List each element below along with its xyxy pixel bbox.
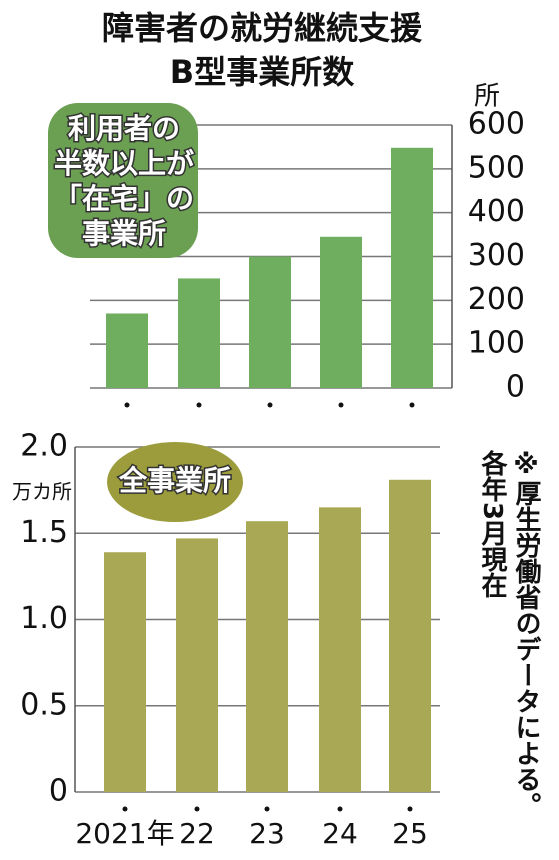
y-tick-label: 1.0 xyxy=(20,601,68,636)
category-dot xyxy=(122,806,128,812)
legend-bubble xyxy=(107,442,243,522)
category-dot xyxy=(264,806,270,812)
x-tick-label: 25 xyxy=(392,817,428,850)
y-tick-label: 300 xyxy=(468,238,525,273)
y-tick-label: 0 xyxy=(49,774,68,809)
bar xyxy=(246,521,288,792)
bar xyxy=(104,552,146,792)
x-tick-label: 22 xyxy=(179,817,215,850)
y-axis-label: 万カ所 xyxy=(12,480,72,504)
bar xyxy=(178,278,220,388)
y-tick-label: 600 xyxy=(468,107,525,142)
bar xyxy=(176,538,218,792)
y-tick-label: 500 xyxy=(468,150,525,185)
legend-label: 全事業所 xyxy=(118,464,231,497)
bar xyxy=(319,507,361,792)
note: ※厚生労働省のデータによる。 xyxy=(511,450,541,818)
y-tick-label: 1.5 xyxy=(20,515,68,550)
category-dot xyxy=(196,402,202,408)
y-tick-label: 0 xyxy=(506,370,525,405)
y-tick-label: 400 xyxy=(468,194,525,229)
bar xyxy=(389,479,431,792)
bar xyxy=(320,236,362,388)
note: 各年3月現在 xyxy=(477,450,507,599)
category-dot xyxy=(194,806,200,812)
legend-label: 利用者の xyxy=(68,112,180,145)
y-tick-label: 0.5 xyxy=(20,687,68,722)
legend-label: 半数以上が xyxy=(54,147,194,180)
title: 障害者の就労継続支援 xyxy=(102,9,423,47)
legend-bubble xyxy=(48,103,198,258)
x-tick-label: 2021年 xyxy=(75,817,174,850)
category-dot xyxy=(409,402,415,408)
bar xyxy=(391,147,433,388)
y-tick-label: 2.0 xyxy=(20,429,68,464)
legend-label: 事業所 xyxy=(82,217,166,250)
bar xyxy=(249,256,291,388)
category-dot xyxy=(267,402,273,408)
title: B型事業所数 xyxy=(170,53,355,91)
bar xyxy=(106,313,148,388)
category-dot xyxy=(338,402,344,408)
y-tick-label: 100 xyxy=(468,326,525,361)
y-axis-label: 所 xyxy=(474,82,500,112)
y-tick-label: 200 xyxy=(468,282,525,317)
legend-label: 「在宅」の xyxy=(54,182,194,215)
x-tick-label: 24 xyxy=(322,817,358,850)
x-tick-label: 23 xyxy=(249,817,285,850)
category-dot xyxy=(124,402,130,408)
category-dot xyxy=(407,806,413,812)
category-dot xyxy=(337,806,343,812)
